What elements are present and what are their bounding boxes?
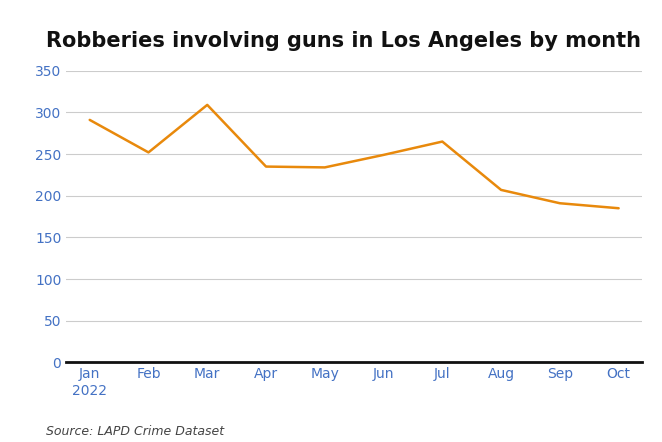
Text: Source: LAPD Crime Dataset: Source: LAPD Crime Dataset xyxy=(46,425,224,438)
Text: Robberies involving guns in Los Angeles by month: Robberies involving guns in Los Angeles … xyxy=(46,31,641,51)
